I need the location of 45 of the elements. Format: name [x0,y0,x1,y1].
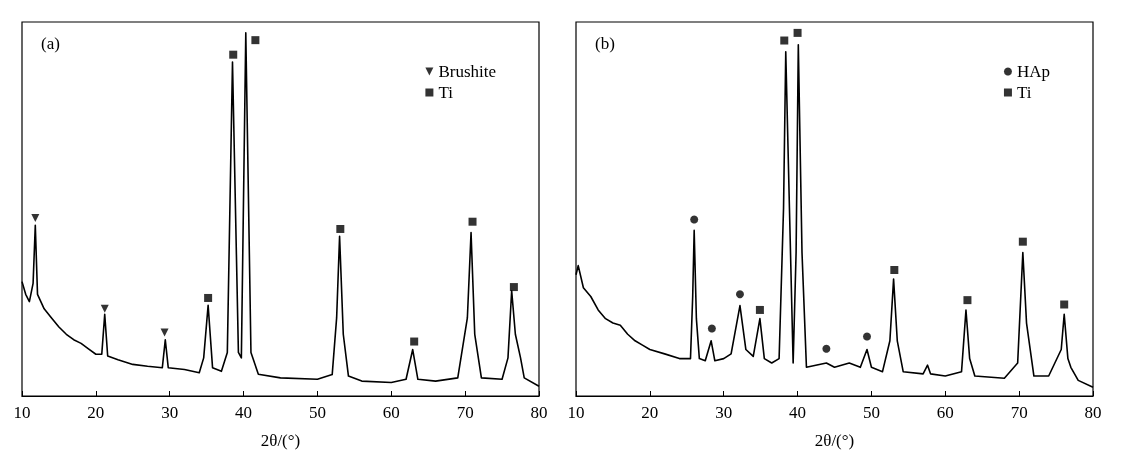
x-tick-label: 60 [382,403,400,422]
point [31,214,40,223]
x-tick-label: 50 [308,403,326,422]
x-axis-title: 2θ/(°) [814,431,855,450]
x-tick-label: 30 [715,403,733,422]
x-tick-label: 20 [641,403,659,422]
point [468,217,477,226]
x-tick-label: 70 [1010,403,1028,422]
x-tick-label: 20 [87,403,105,422]
x-axis-title: 2θ/(°) [260,431,301,450]
point [251,36,260,45]
point [410,337,419,346]
point [822,344,831,353]
point [890,266,899,274]
x-tick-label: 40 [789,403,807,422]
chart-title: (b) [595,34,615,53]
point [780,36,789,45]
point [204,293,213,302]
x-tick-label: 50 [862,403,880,422]
point [735,290,744,299]
legend-label: Ti [1016,83,1032,102]
point [793,28,802,37]
x-tick-label: 70 [456,403,474,422]
legend-label: HAp [1016,62,1051,81]
legend-label: Ti [438,83,454,102]
x-tick-label: 10 [567,403,585,422]
x-tick-label: 40 [235,403,253,422]
point [863,332,871,341]
point [690,215,699,224]
point [509,283,518,292]
point [229,50,238,59]
point [160,328,169,337]
x-tick-label: 80 [1084,403,1102,422]
point [336,224,345,233]
x-tick-label: 60 [936,403,954,422]
point [1018,237,1027,246]
point [755,305,764,314]
legend-label: Brushite [438,62,496,81]
x-tick-label: 10 [13,403,31,422]
chart-title: (a) [41,34,60,53]
point [963,296,972,305]
x-tick-label: 30 [161,403,179,422]
point [1060,300,1069,309]
x-tick-label: 80 [530,403,548,422]
point [707,324,716,333]
